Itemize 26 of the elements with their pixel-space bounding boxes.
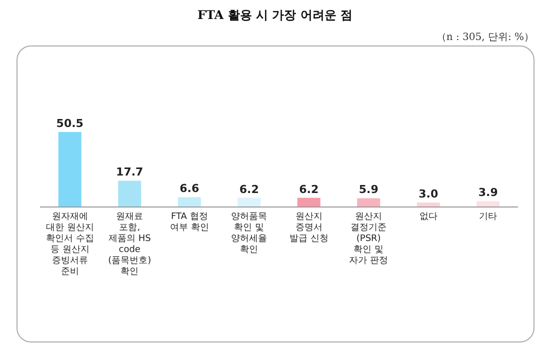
x-tick-label: 원산지 증명서 발급 신청	[289, 212, 328, 244]
bar	[297, 198, 320, 207]
bar	[178, 197, 201, 207]
bar	[238, 198, 261, 207]
bar	[118, 180, 142, 207]
x-tick-label: 기타	[479, 212, 498, 222]
data-label: 6.2	[239, 182, 259, 196]
data-label: 6.6	[180, 182, 200, 196]
chart-subtitle: （n : 305, 단위: %）	[436, 32, 534, 43]
chart-title: FTA 활용 시 가장 어려운 점	[198, 8, 352, 22]
x-tick-label: 원자재에 대한 원산지 확인서 수집 등 원산지 증빙서류 준비	[46, 212, 94, 277]
data-label: 3.9	[478, 186, 498, 200]
bar	[416, 202, 440, 207]
bar	[58, 132, 82, 207]
data-label: 50.5	[56, 117, 84, 130]
x-tick-label: 없다	[419, 212, 438, 222]
data-label: 17.7	[116, 166, 144, 179]
data-label: 3.0	[418, 188, 438, 201]
data-label: 6.2	[299, 182, 319, 196]
x-tick-label: FTA 협정 여부 확인	[170, 212, 209, 233]
bar	[476, 201, 500, 207]
bar	[357, 198, 380, 207]
x-tick-label: 원산지 결정기준 (PSR) 확인 및 자가 판정	[349, 212, 388, 266]
x-tick-label: 양허품목 확인 및 양허세율 확인	[231, 212, 268, 255]
data-label: 5.9	[358, 183, 378, 196]
x-tick-label: 원재료 포함, 제품의 HS code (품목번호) 확인	[108, 212, 152, 277]
